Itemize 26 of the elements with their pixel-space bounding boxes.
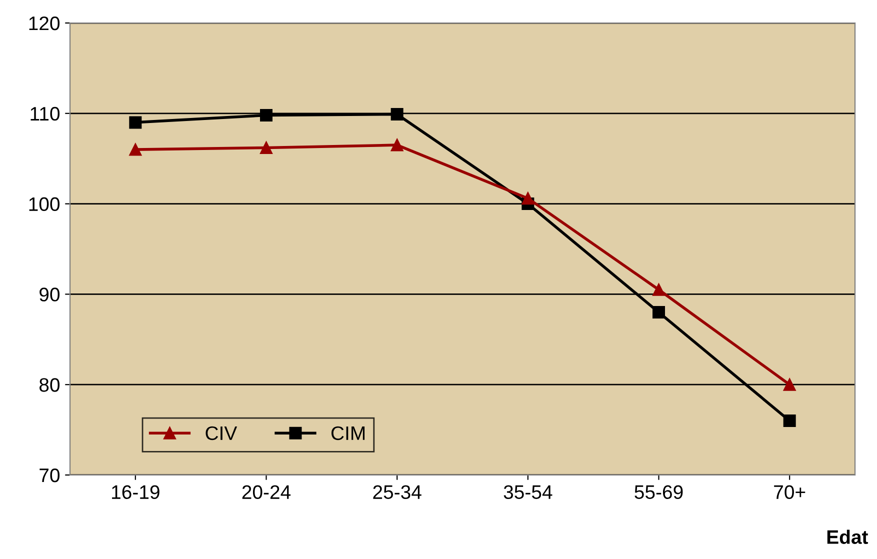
point	[129, 116, 142, 129]
point	[652, 283, 665, 296]
x-tick-label: 25-34	[373, 485, 422, 500]
y-tick-label: 120	[29, 16, 60, 30]
y-tick-label: 90	[40, 288, 60, 302]
point	[783, 378, 796, 391]
legend-label: CIM	[331, 426, 365, 440]
y-tick-label: 70	[40, 468, 60, 482]
x-axis-title: Edat	[827, 530, 868, 544]
y-tick-label: 100	[29, 197, 60, 212]
point	[652, 306, 665, 319]
point	[390, 108, 404, 121]
point	[129, 143, 142, 156]
y-tick-label: 80	[39, 378, 60, 392]
point	[390, 138, 404, 152]
point	[522, 192, 534, 205]
point	[783, 414, 796, 428]
x-tick-label: 70+	[774, 485, 806, 500]
x-tick-label: 35-54	[504, 485, 552, 500]
x-tick-label: 55-69	[634, 485, 683, 500]
x-tick-label: 20-24	[242, 485, 291, 500]
y-tick-label: 110	[30, 106, 60, 121]
point	[260, 108, 272, 122]
point	[260, 142, 272, 154]
legend-label: CIV	[206, 426, 238, 440]
x-tick-label: 16-19	[112, 485, 160, 500]
